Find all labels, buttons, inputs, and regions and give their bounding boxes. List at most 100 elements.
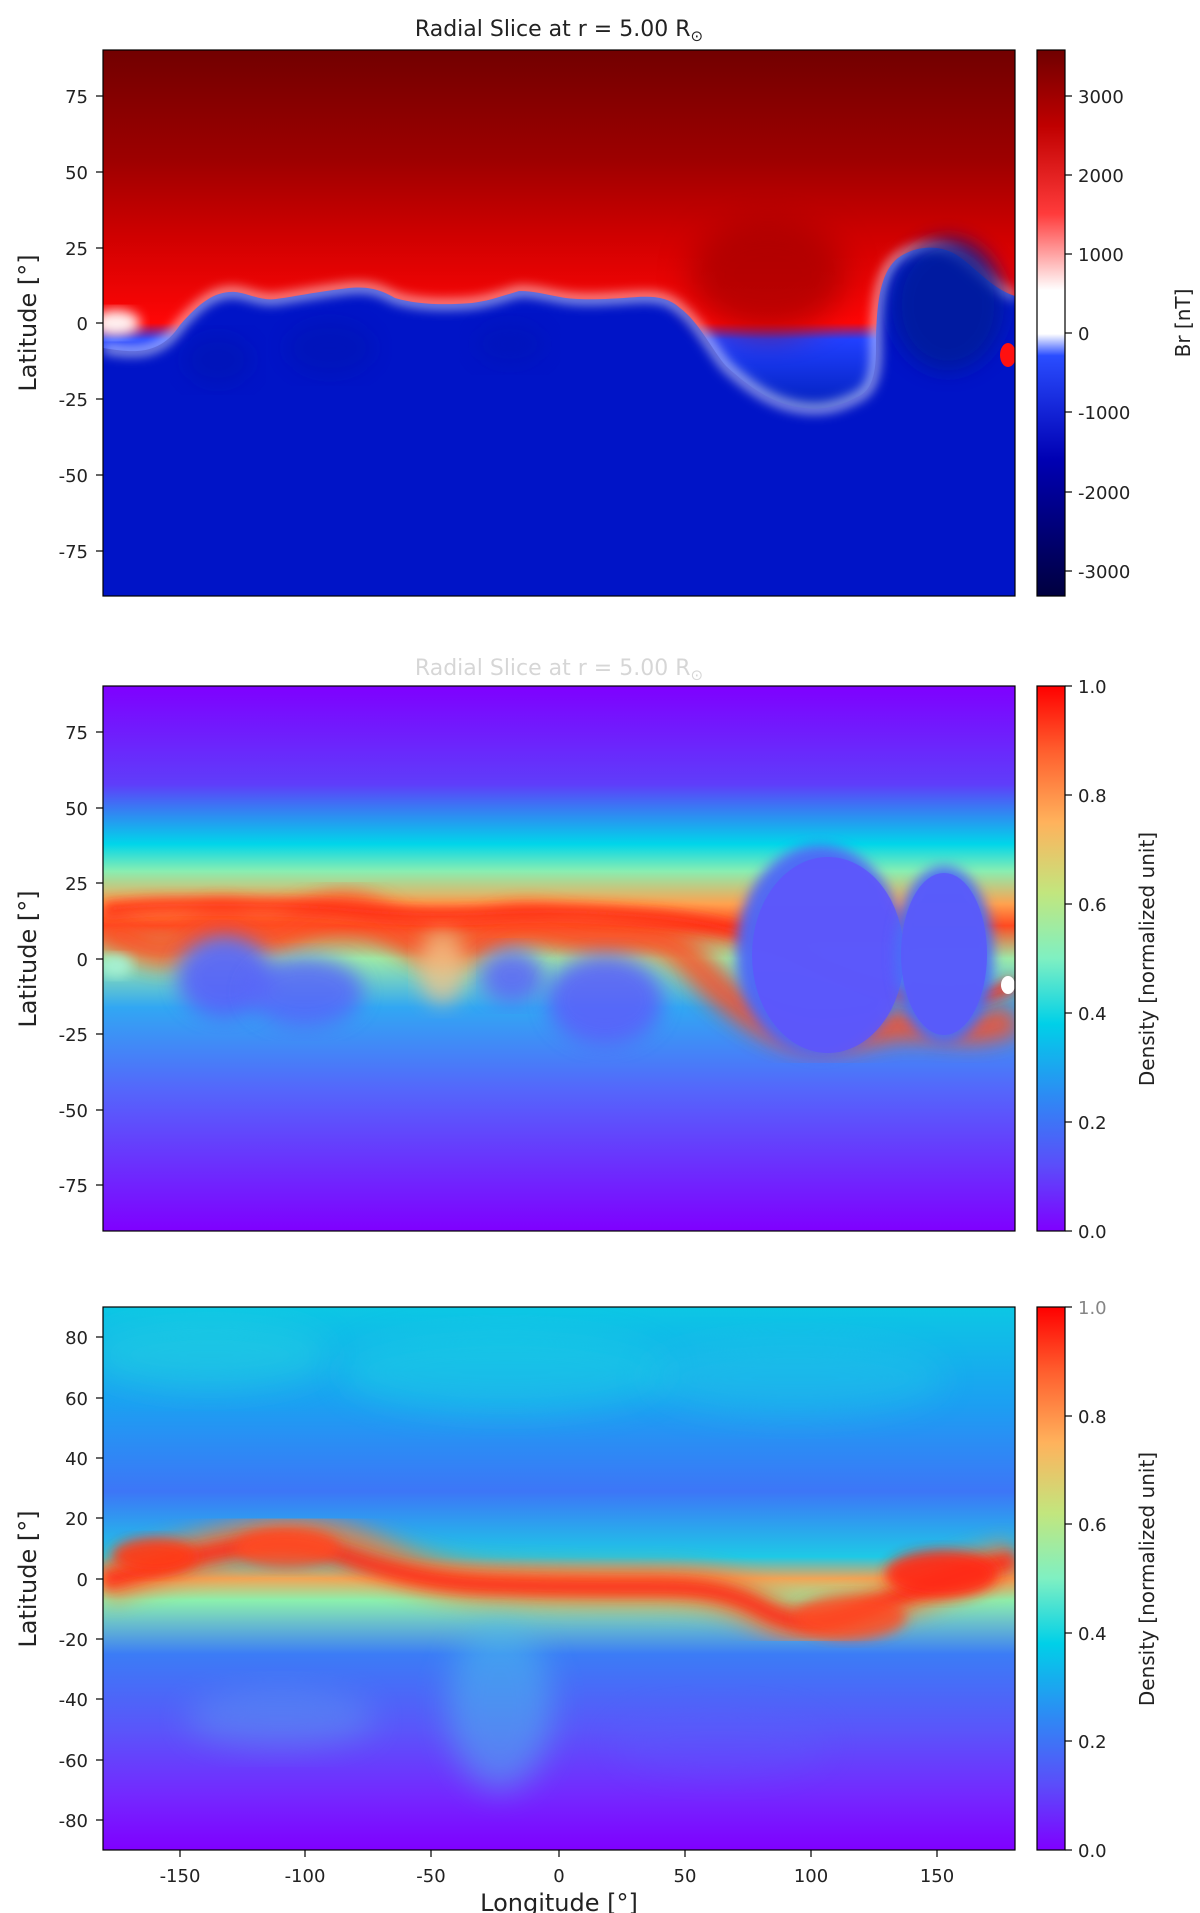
panel3-ylabel: Latitude [°] bbox=[14, 1510, 42, 1647]
panel1-ylabel: Latitude [°] bbox=[14, 254, 42, 391]
panel3-colorbar-label: Density [normalized unit] bbox=[1135, 1452, 1159, 1706]
panel3-peak-west bbox=[112, 1538, 196, 1574]
panel1-shadow-a bbox=[184, 335, 252, 385]
panel3-heatmap bbox=[103, 1307, 1015, 1850]
panel1-cbtick-label: -2000 bbox=[1078, 483, 1130, 504]
panel1-cbtick-label: 1000 bbox=[1078, 245, 1124, 266]
panel3-ytick-label: -40 bbox=[59, 1690, 88, 1711]
panel2-low-density-c bbox=[480, 949, 544, 1003]
panel2-ytick-label: 50 bbox=[65, 799, 88, 820]
panel3-xtick-label: 100 bbox=[794, 1866, 828, 1887]
panel1-east-red-dot bbox=[1000, 343, 1015, 367]
panel3-ytick-label: 40 bbox=[65, 1449, 88, 1470]
panel3-southern-arc bbox=[448, 1621, 552, 1791]
panel2-ytick-label: -75 bbox=[59, 1176, 88, 1197]
panel3-ytick-label: 60 bbox=[65, 1389, 88, 1410]
panel1-colorbar: 3000 2000 1000 0 -1000 -2000 -3000 Br [n… bbox=[1036, 49, 1195, 597]
panel2-cbtick-label: 0.2 bbox=[1078, 1113, 1107, 1134]
panel3-xlabel: Longitude [°] bbox=[480, 1889, 638, 1913]
panel3-upper-patch-c bbox=[645, 1340, 945, 1416]
panel2-yaxis: 75 50 25 0 -25 -50 -75 Latitude [°] bbox=[14, 723, 103, 1197]
panel1-west-neutral-patch bbox=[103, 310, 140, 336]
panel1-shadow-b bbox=[286, 321, 374, 375]
panel2-heatmap bbox=[103, 686, 1015, 1231]
panel2-ytick-label: 25 bbox=[65, 874, 88, 895]
panel3-upper-patch-b bbox=[340, 1330, 670, 1414]
panel1-ytick-label: 25 bbox=[65, 239, 88, 260]
panel1-ytick-label: 0 bbox=[77, 314, 88, 335]
panel1-cbtick-label: -1000 bbox=[1078, 403, 1130, 424]
panel2-colorbar-label: Density [normalized unit] bbox=[1135, 832, 1159, 1086]
panel3-xtick-label: -100 bbox=[285, 1866, 326, 1887]
panel1-cbtick-label: 0 bbox=[1078, 324, 1089, 345]
panel3-southern-patch-b bbox=[610, 1707, 830, 1779]
panel1-title: Radial Slice at r = 5.00 R⊙ bbox=[415, 17, 703, 45]
panel3-peak-west-center bbox=[235, 1528, 339, 1568]
panel2-title: Radial Slice at r = 5.00 R⊙ bbox=[415, 656, 703, 684]
panel3-southern-patch-a bbox=[186, 1689, 376, 1749]
panel3-cbtick-label: 0.8 bbox=[1078, 1407, 1107, 1428]
panel1-heatmap bbox=[103, 50, 1015, 596]
panel2-west-patch bbox=[103, 955, 132, 977]
panel3-cbtick-label: 0.4 bbox=[1078, 1624, 1107, 1645]
panel1-shadow-c bbox=[474, 322, 546, 366]
panel2-ylabel: Latitude [°] bbox=[14, 890, 42, 1027]
panel1-cbtick-label: -3000 bbox=[1078, 562, 1130, 583]
panel1-yaxis: 75 50 25 0 -25 -50 -75 Latitude [°] bbox=[14, 87, 103, 563]
panel3-cbtick-label: 0.2 bbox=[1078, 1732, 1107, 1753]
panel2-bright-patch bbox=[418, 932, 466, 1004]
panel3-xtick-label: 150 bbox=[920, 1866, 954, 1887]
panel3-xtick-label: -150 bbox=[160, 1866, 201, 1887]
panel1-dark-red-core bbox=[690, 216, 846, 332]
panel1-colorbar-bar bbox=[1036, 49, 1066, 597]
panel3-xtick-label: -50 bbox=[416, 1866, 445, 1887]
panel-1: Radial Slice at r = 5.00 R⊙ 75 50 bbox=[14, 17, 1195, 597]
panel3-ytick-label: -80 bbox=[59, 1811, 88, 1832]
panel3-cbtick-label: 1.0 bbox=[1078, 1298, 1107, 1319]
panel3-peak-east-center bbox=[794, 1595, 906, 1639]
panel2-low-density-b bbox=[247, 957, 363, 1027]
panel1-colorbar-label: Br [nT] bbox=[1171, 289, 1195, 358]
panel2-colorbar-bar bbox=[1036, 685, 1066, 1232]
panel2-cbtick-label: 0.4 bbox=[1078, 1004, 1107, 1025]
panel2-closed-cell-b-core bbox=[901, 873, 987, 1035]
panel3-upper-patch-a bbox=[103, 1320, 330, 1390]
panel3-cbtick-label: 0.0 bbox=[1078, 1841, 1107, 1862]
panel1-negative-bubble bbox=[892, 239, 1004, 371]
panel3-xtick-label: 0 bbox=[553, 1866, 564, 1887]
panel1-ytick-label: -75 bbox=[59, 542, 88, 563]
panel3-ytick-label: 20 bbox=[65, 1509, 88, 1530]
panel1-ytick-label: 50 bbox=[65, 163, 88, 184]
panel1-cbtick-label: 3000 bbox=[1078, 87, 1124, 108]
panel3-yaxis: 80 60 40 20 0 -20 -40 -60 -80 Latitude [… bbox=[14, 1328, 103, 1832]
panel3-ytick-label: -60 bbox=[59, 1751, 88, 1772]
panel2-cbtick-label: 0.0 bbox=[1078, 1222, 1107, 1243]
panel2-cbtick-label: 0.6 bbox=[1078, 895, 1107, 916]
panel2-colorbar: 1.0 0.8 0.6 0.4 0.2 0.0 Density [normali… bbox=[1036, 677, 1159, 1243]
panel3-ytick-label: 0 bbox=[77, 1570, 88, 1591]
panel1-ytick-label: -25 bbox=[59, 390, 88, 411]
panel3-cbtick-label: 0.6 bbox=[1078, 1515, 1107, 1536]
panel3-xaxis: -150 -100 -50 0 50 100 150 Longitude [°] bbox=[160, 1850, 954, 1913]
panel1-cbtick-label: 2000 bbox=[1078, 166, 1124, 187]
panel1-ytick-label: 75 bbox=[65, 87, 88, 108]
panel2-cbtick-label: 1.0 bbox=[1078, 677, 1107, 698]
panel2-east-dot bbox=[1001, 976, 1015, 994]
panel2-ytick-label: -25 bbox=[59, 1025, 88, 1046]
panel3-xtick-label: 50 bbox=[674, 1866, 697, 1887]
panel2-ytick-label: 0 bbox=[77, 950, 88, 971]
panel2-ytick-label: 75 bbox=[65, 723, 88, 744]
panel2-cbtick-label: 0.8 bbox=[1078, 786, 1107, 807]
panel2-closed-cell-a-core bbox=[752, 857, 904, 1053]
panel3-colorbar-bar bbox=[1036, 1306, 1066, 1851]
panel3-ytick-label: 80 bbox=[65, 1328, 88, 1349]
panel-2: Radial Slice at r = 5.00 R⊙ bbox=[14, 656, 1159, 1243]
panel3-ytick-label: -20 bbox=[59, 1630, 88, 1651]
panel1-ytick-label: -50 bbox=[59, 466, 88, 487]
panel-3: 80 60 40 20 0 -20 -40 -60 -80 Latitude [… bbox=[14, 1298, 1159, 1913]
panel2-ytick-label: -50 bbox=[59, 1101, 88, 1122]
panel2-low-density-d bbox=[547, 955, 663, 1045]
panel3-peak-east bbox=[885, 1550, 997, 1598]
panel1-current-sheet bbox=[103, 244, 1015, 412]
